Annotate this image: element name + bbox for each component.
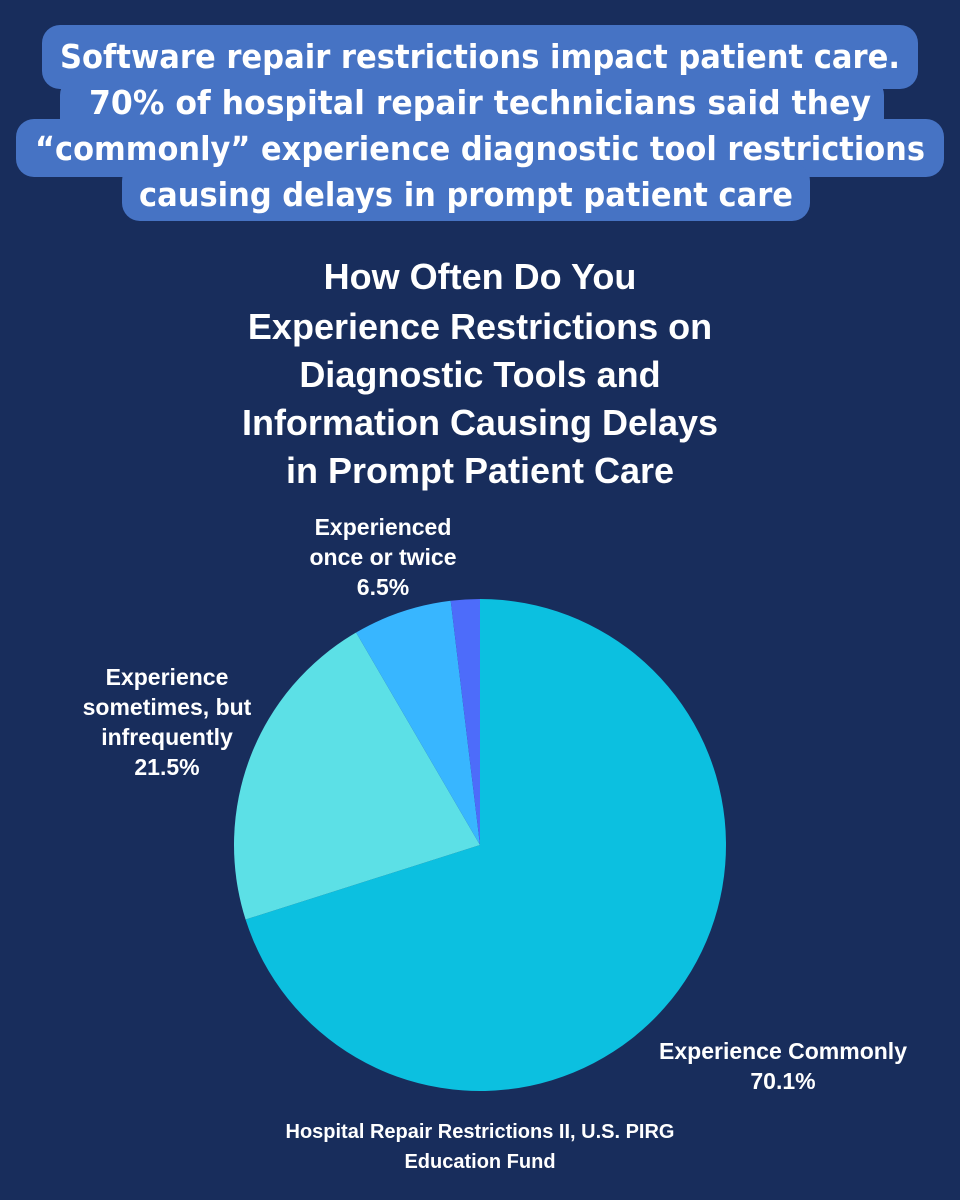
headline-line-2: “commonly” experience diagnostic tool re…: [35, 129, 925, 168]
slice-value-label: 21.5%: [134, 754, 200, 780]
chart-title-line: Diagnostic Tools and: [299, 354, 661, 395]
slice-value-label: 70.1%: [750, 1068, 816, 1094]
headline-bg-line-2: [16, 119, 944, 177]
slice-label-text: Experience Commonly: [659, 1038, 907, 1064]
source-line: Education Fund: [404, 1151, 556, 1173]
source-citation: Hospital Repair Restrictions II, U.S. PI…: [180, 1117, 780, 1177]
pie-slice-0: [245, 599, 727, 1091]
chart-title-line: Information Causing Delays: [241, 402, 719, 443]
slice-label-text: once or twice: [309, 544, 457, 570]
slice-label-text: Experienced: [314, 514, 452, 540]
headline-bg-line-0: [42, 25, 918, 89]
slice-label-text: infrequently: [101, 724, 233, 750]
headline-banner: Software repair restrictions impact pati…: [16, 25, 944, 221]
slice-value-label: 6.5%: [356, 574, 410, 600]
source-line: Hospital Repair Restrictions II, U.S. PI…: [285, 1121, 675, 1143]
pie-slice-3: [450, 599, 480, 845]
chart-title-line: in Prompt Patient Care: [285, 450, 675, 491]
headline-line-0: Software repair restrictions impact pati…: [60, 37, 900, 76]
headline-bg-line-3: [122, 163, 810, 221]
headline-line-3: causing delays in prompt patient care: [139, 175, 793, 214]
pie-slice-1: [234, 632, 480, 920]
headline-background: [16, 25, 944, 221]
slice-label-text: sometimes, but: [82, 694, 252, 720]
pie-slice-2: [356, 600, 480, 845]
slice-label-experienced-once-or-twice: Experienced once or twice 6.5%: [288, 512, 478, 602]
slice-label-experience-sometimes: Experience sometimes, but infrequently 2…: [62, 662, 272, 782]
chart-title-line: How Often Do You: [323, 256, 637, 297]
chart-title-line: Experience Restrictions on: [247, 306, 713, 347]
slice-label-text: Experience: [105, 664, 229, 690]
headline-line-1: 70% of hospital repair technicians said …: [89, 83, 871, 122]
slice-label-experience-commonly: Experience Commonly 70.1%: [638, 1036, 928, 1096]
